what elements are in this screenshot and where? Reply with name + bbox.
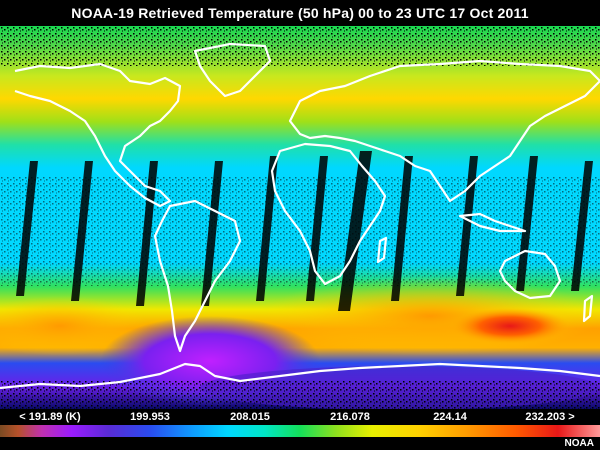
legend-tick-label: 224.14 [433, 411, 467, 423]
legend-tick-label: < 191.89 (K) [19, 411, 81, 423]
noise-texture [0, 381, 600, 409]
south-america-coast [153, 199, 242, 353]
temperature-map [0, 26, 600, 409]
credit-label: NOAA [564, 438, 594, 449]
legend-tick-labels: < 191.89 (K) 199.953 208.015 216.078 224.14 2… [0, 409, 600, 425]
noise-texture [0, 26, 600, 66]
coastlines [0, 42, 600, 390]
new-zealand-coast [582, 294, 594, 323]
legend-tick-label: 199.953 [130, 411, 170, 423]
madagascar-coast [376, 236, 388, 264]
warm-anomaly [450, 308, 570, 344]
north-america-coast [14, 62, 182, 208]
greenland-coast [193, 42, 272, 98]
antarctica-coast [0, 362, 600, 390]
australia-coast [498, 249, 562, 300]
map-title: NOAA-19 Retrieved Temperature (50 hPa) 0… [71, 5, 529, 21]
africa-coast [270, 142, 387, 286]
legend-tick-label: 208.015 [230, 411, 270, 423]
legend-tick-label: 232.203 > [525, 411, 575, 423]
legend-tick-label: 216.078 [330, 411, 370, 423]
color-scale-bar [0, 425, 600, 437]
indonesia-coast [458, 212, 527, 233]
europe-asia-coast [288, 59, 600, 203]
